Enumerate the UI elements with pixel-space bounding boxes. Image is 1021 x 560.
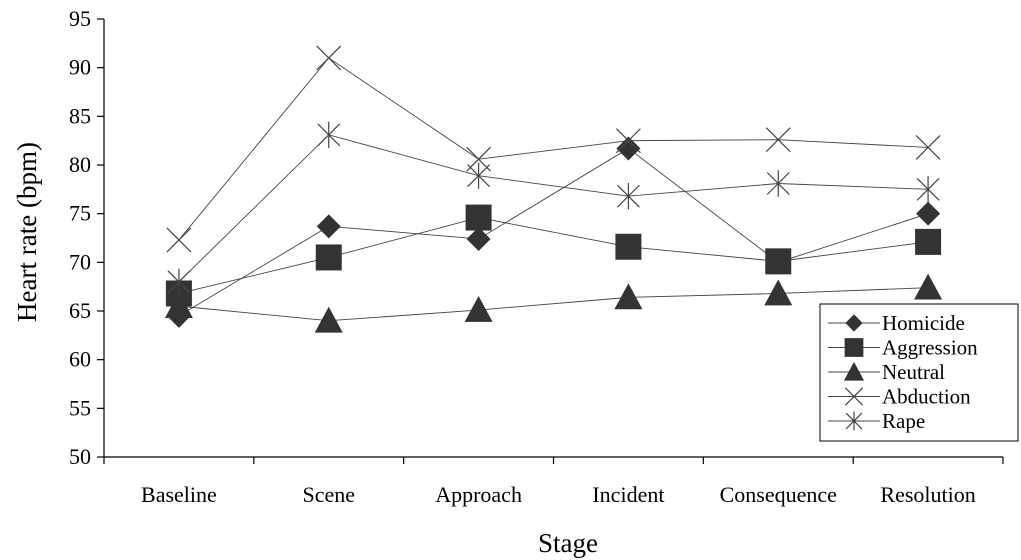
- legend-item-abduction: Abduction: [828, 385, 971, 409]
- series-aggression: [165, 204, 942, 307]
- data-point-x: [765, 127, 791, 153]
- data-point-square: [765, 248, 792, 275]
- series-homicide: [166, 136, 941, 328]
- y-tick-label: 90: [69, 55, 91, 80]
- data-point-square: [465, 204, 492, 231]
- legend-item-aggression: Aggression: [828, 336, 978, 360]
- y-tick-label: 75: [69, 201, 91, 226]
- data-point-asterisk: [766, 170, 790, 197]
- series-line: [178, 134, 929, 283]
- series-line: [178, 217, 929, 294]
- x-axis-title: Stage: [538, 528, 598, 558]
- legend-label: Abduction: [882, 385, 971, 409]
- data-point-triangle: [914, 273, 943, 300]
- legend-label: Homicide: [882, 311, 965, 335]
- series-line: [178, 57, 929, 241]
- data-point-asterisk: [845, 411, 863, 431]
- data-point-triangle: [164, 292, 193, 319]
- x-tick-label: Incident: [592, 482, 664, 507]
- data-point-triangle: [614, 283, 643, 310]
- axes: 50 55 60 65 70 75 80 85 90 95 Baseline Scene Approa…: [69, 6, 1004, 507]
- data-point-diamond: [845, 314, 863, 332]
- data-point-x: [166, 227, 192, 253]
- series-neutral: [164, 273, 943, 333]
- y-tick-label: 65: [69, 298, 91, 323]
- data-point-triangle: [764, 279, 793, 306]
- data-point-diamond: [466, 226, 491, 251]
- y-tick-label: 55: [69, 395, 91, 420]
- data-point-diamond: [916, 201, 941, 226]
- data-point-asterisk: [467, 162, 491, 189]
- data-point-x: [915, 135, 941, 160]
- data-point-triangle: [314, 306, 343, 333]
- data-point-diamond: [316, 214, 341, 239]
- y-tick-label: 60: [69, 347, 91, 372]
- y-axis-title: Heart rate (bpm): [12, 142, 42, 322]
- data-point-asterisk: [616, 182, 640, 210]
- data-point-x: [316, 45, 342, 71]
- series-layer: [164, 45, 943, 333]
- data-point-square: [915, 228, 942, 255]
- data-point-square: [844, 338, 864, 357]
- data-point-square: [315, 244, 342, 271]
- legend-label: Neutral: [882, 360, 945, 384]
- legend-item-neutral: Neutral: [828, 360, 945, 384]
- x-tick-label: Consequence: [720, 482, 837, 507]
- data-point-diamond: [616, 136, 641, 161]
- y-tick-label: 50: [69, 444, 91, 469]
- data-point-x: [615, 128, 641, 154]
- x-tick-label: Baseline: [141, 482, 217, 507]
- x-tick-label: Resolution: [880, 482, 975, 507]
- x-axis-ticks: Baseline Scene Approach Incident Consequence…: [103, 457, 1004, 507]
- legend-item-rape: Rape: [828, 409, 925, 433]
- series-line: [178, 287, 929, 322]
- data-point-asterisk: [317, 121, 341, 149]
- legend-item-homicide: Homicide: [828, 311, 965, 335]
- data-point-triangle: [843, 361, 865, 381]
- data-point-x: [844, 387, 864, 406]
- series-line: [178, 147, 929, 317]
- legend-label: Rape: [882, 409, 925, 433]
- y-tick-label: 85: [69, 103, 91, 128]
- series-rape: [167, 121, 940, 295]
- series-abduction: [166, 45, 941, 253]
- data-point-triangle: [464, 296, 493, 322]
- y-tick-label: 80: [69, 152, 91, 177]
- data-point-square: [615, 233, 642, 260]
- data-point-asterisk: [916, 176, 940, 203]
- y-tick-label: 70: [69, 249, 91, 274]
- y-axis-ticks: 50 55 60 65 70 75 80 85 90 95: [69, 6, 104, 469]
- legend-label: Aggression: [882, 336, 978, 360]
- x-tick-label: Scene: [302, 482, 355, 507]
- x-tick-label: Approach: [435, 482, 522, 507]
- data-point-asterisk: [167, 268, 191, 295]
- y-tick-label: 95: [69, 6, 91, 31]
